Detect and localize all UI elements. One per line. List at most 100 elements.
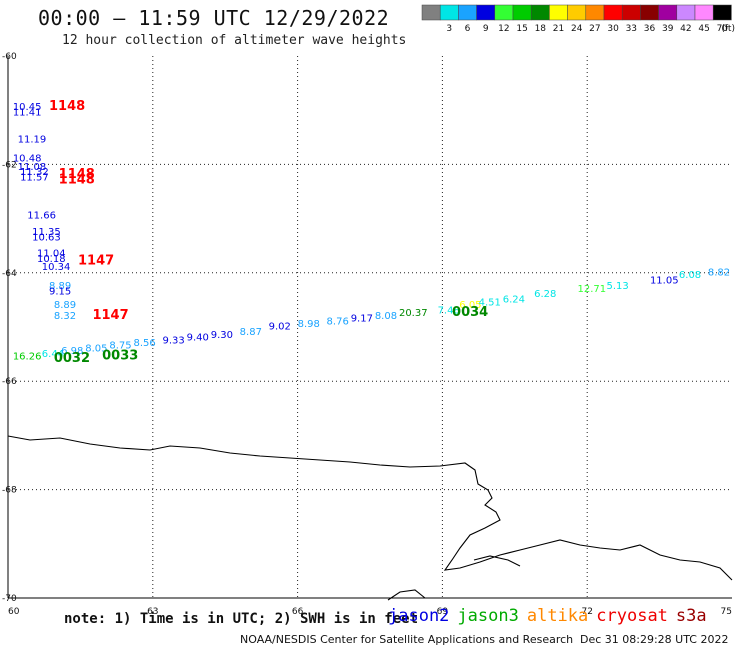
antarctic-coastline [7, 435, 733, 581]
pass-time: 1148 [59, 172, 95, 187]
swh-value: 5.13 [607, 281, 629, 292]
scale-swatch [567, 4, 587, 21]
latitude-label: -60 [2, 52, 17, 62]
map-subtitle: 12 hour collection of altimeter wave hei… [62, 33, 407, 48]
scale-swatch [694, 4, 714, 21]
pass-time: 0032 [54, 351, 90, 366]
swh-value: 8.89 [54, 300, 76, 311]
swh-value: 10.63 [32, 232, 61, 243]
coastline-segment [387, 589, 426, 601]
swh-value: 8.05 [85, 343, 107, 354]
swh-value: 11.66 [27, 211, 56, 222]
footnote: note: 1) Time is in UTC; 2) SWH is in fe… [64, 611, 419, 627]
scale-tick-label: 15 [516, 24, 527, 34]
scale-swatch [421, 4, 441, 21]
swh-value: 4.51 [479, 297, 501, 308]
scale-tick-label: 36 [644, 24, 656, 34]
scale-swatch [658, 4, 678, 21]
swh-value: 11.04 [37, 249, 66, 260]
swh-value: 8.75 [109, 341, 131, 352]
swh-value: 9.30 [211, 330, 233, 341]
latitude-label: -64 [2, 269, 17, 279]
scale-tick-label: 27 [589, 24, 600, 34]
latitude-label: -66 [2, 377, 17, 387]
swh-value: 8.08 [375, 311, 397, 322]
credit-line: NOAA/NESDIS Center for Satellite Applica… [240, 633, 574, 646]
sat-cryosat: cryosat [596, 606, 668, 626]
scale-swatch [676, 4, 696, 21]
longitude-label: 69 [437, 607, 449, 617]
swh-value: 9.15 [49, 286, 71, 297]
scale-swatch [476, 4, 496, 21]
swh-value: 11.41 [13, 108, 42, 119]
swh-value: 9.17 [351, 314, 373, 325]
swh-value: 9.40 [187, 333, 209, 344]
swh-value: 11.19 [18, 135, 47, 146]
scale-tick-label: 24 [571, 24, 583, 34]
swh-value: 11.35 [32, 227, 61, 238]
scale-tick-label: 9 [483, 24, 489, 34]
scale-tick-label: 12 [498, 24, 509, 34]
scale-swatch [530, 4, 550, 21]
swh-value: 8.98 [298, 319, 320, 330]
scale-swatch [585, 4, 605, 21]
swh-value: 12.71 [578, 284, 607, 295]
swh-value: 8.87 [240, 327, 262, 338]
swh-value: 11.05 [650, 276, 679, 287]
scale-swatch [640, 4, 659, 21]
longitude-label: 72 [581, 607, 592, 617]
latitude-label: -70 [2, 594, 17, 604]
scale-tick-label: 21 [553, 24, 564, 34]
longitude-label: 75 [721, 607, 732, 617]
satellite-legend: jason2 jason3 altika cryosat s3a [388, 606, 715, 626]
scale-swatch [458, 4, 477, 21]
map-title: 00:00 – 11:59 UTC 12/29/2022 [38, 6, 390, 30]
swh-value: 10.45 [13, 102, 42, 113]
scale-tick-label: 3 [446, 24, 452, 34]
scale-swatch [621, 4, 641, 21]
swh-value: 8.82 [708, 268, 730, 279]
swh-value: 10.34 [42, 262, 71, 273]
longitude-label: 60 [8, 607, 20, 617]
sat-s3a: s3a [675, 606, 707, 626]
swh-value: 9.02 [269, 322, 291, 333]
scale-tick-label: 70 [717, 24, 729, 34]
scale-tick-label: 42 [680, 24, 691, 34]
scale-tick-label: 33 [626, 24, 637, 34]
scale-tick-label: 6 [465, 24, 471, 34]
scale-tick-label: 45 [698, 24, 709, 34]
pass-time: 1148 [59, 167, 95, 182]
swh-value: 11.57 [20, 173, 49, 184]
sat-jason3: jason3 [457, 606, 519, 626]
swh-value: 16.26 [13, 352, 42, 363]
latitude-label: -68 [2, 486, 17, 496]
scale-tick-label: 39 [662, 24, 674, 34]
lat-lon-grid: -60 -62 -64 -66 -68 -70 60 63 66 69 72 75 [2, 52, 732, 617]
sat-altika: altika [526, 606, 589, 626]
pass-time: 0033 [102, 349, 138, 364]
pass-time: 0034 [452, 305, 488, 320]
swh-value: 6.08 [679, 270, 701, 281]
pass-time: 1147 [78, 254, 114, 269]
swh-value: 11.08 [18, 162, 47, 173]
scale-swatch [603, 4, 623, 21]
sat-jason2: jason2 [388, 606, 450, 626]
swh-value: 8.32 [54, 311, 76, 322]
swh-value: 6.05 [459, 300, 481, 311]
swh-value: 10.48 [13, 154, 42, 165]
swh-value: 8.76 [327, 316, 349, 327]
scale-swatch [712, 4, 732, 21]
swh-value: 11.32 [20, 167, 49, 178]
swh-value: 6.98 [61, 346, 83, 357]
pass-time: 1147 [92, 308, 128, 323]
coastline [7, 435, 733, 601]
longitude-label: 66 [292, 607, 304, 617]
longitude-label: 63 [147, 607, 158, 617]
swh-value: 6.28 [534, 289, 556, 300]
swh-value: 10.18 [37, 254, 66, 265]
swh-value: 6.44 [42, 349, 64, 360]
